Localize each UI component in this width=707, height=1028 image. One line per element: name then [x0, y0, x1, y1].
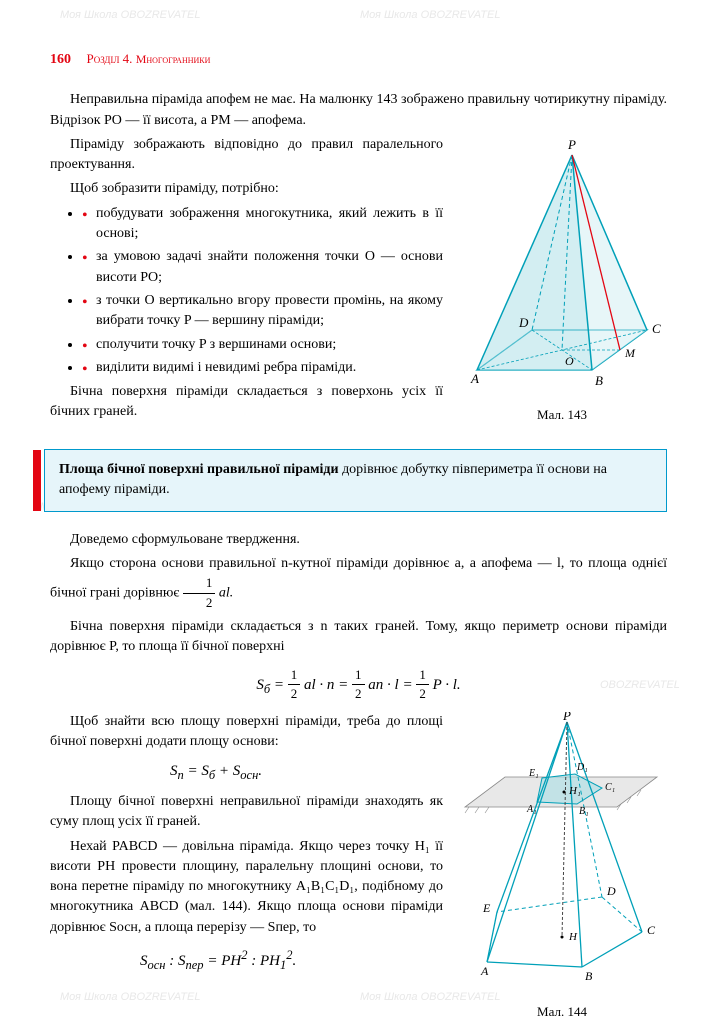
list-item: з точки O вертикально вгору провести про… — [82, 291, 667, 332]
fig143-caption: Мал. 143 — [457, 406, 667, 425]
list-item: побудувати зображення многокутника, який… — [82, 204, 667, 245]
proof-p3: Бічна поверхня піраміди складається з n … — [50, 617, 667, 658]
list-item: сполучити точку P з вершинами основи; — [82, 335, 667, 355]
page-number: 160 — [50, 52, 71, 67]
list-item: виділити видимі і невидимі ребра пірамід… — [82, 358, 667, 378]
svg-text:A₁: A₁ — [526, 804, 537, 815]
svg-text:D₁: D₁ — [576, 762, 588, 773]
figure-144: P A B C D E H H₁ A₁ B₁ C₁ D₁ E₁ Мал. 144 — [457, 712, 667, 1022]
proof-p1: Доведемо сформульоване твердження. — [50, 530, 667, 550]
theorem-bold: Площа бічної поверхні правильної пірамід… — [59, 462, 339, 477]
svg-text:C₁: C₁ — [605, 782, 615, 793]
pyramid-diagram-144: P A B C D E H H₁ A₁ B₁ C₁ D₁ E₁ — [457, 712, 667, 992]
svg-text:E₁: E₁ — [528, 768, 539, 779]
svg-text:H₁: H₁ — [568, 785, 581, 797]
formula-sb: Sб = 12 al · n = 12 an · l = 12 P · l. — [50, 666, 667, 705]
svg-text:D: D — [606, 884, 616, 898]
svg-text:H: H — [568, 931, 578, 943]
svg-text:C: C — [647, 923, 656, 937]
svg-text:B₁: B₁ — [579, 806, 589, 817]
svg-text:B: B — [585, 969, 593, 983]
proof-p2: Якщо сторона основи правильної n-кутної … — [50, 554, 667, 613]
list-item: за умовою задачі знайти положення точки … — [82, 247, 667, 288]
steps-list: побудувати зображення многокутника, який… — [82, 204, 667, 378]
svg-text:P: P — [562, 712, 571, 723]
page-header: 160 Розділ 4. Многогранники — [50, 50, 667, 70]
theorem-box: Площа бічної поверхні правильної пірамід… — [44, 449, 667, 512]
intro-p1: Неправильна піраміда апофем не має. На м… — [50, 90, 667, 131]
fig144-caption: Мал. 144 — [457, 1003, 667, 1022]
chapter-label: Розділ 4. Многогранники — [87, 51, 211, 66]
svg-text:A: A — [480, 964, 489, 978]
svg-text:P: P — [567, 137, 576, 152]
page-body: 160 Розділ 4. Многогранники Неправильна … — [0, 0, 707, 1002]
svg-text:E: E — [482, 901, 491, 915]
